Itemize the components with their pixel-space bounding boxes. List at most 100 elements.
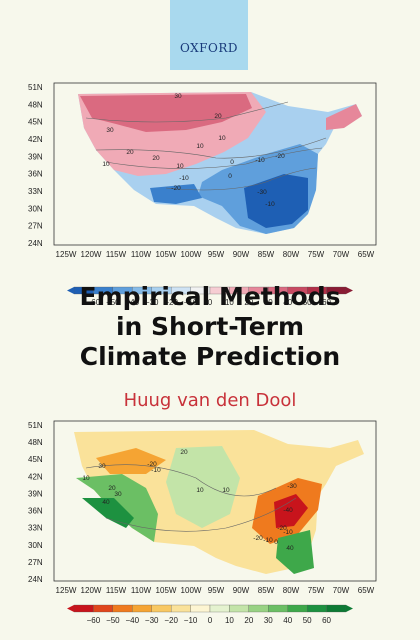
longitude-labels: 125W 120W 115W 110W 105W 100W 95W 90W 85W 80W 75W 7… xyxy=(56,250,375,259)
longitude-label: 75W xyxy=(308,586,325,595)
colorbar-tick-label: −20 xyxy=(164,616,178,625)
contour-label: 10 xyxy=(176,163,184,170)
contour-label: 10 xyxy=(82,475,90,482)
longitude-label: 90W xyxy=(233,250,250,259)
contour-label: 40 xyxy=(102,499,110,506)
latitude-label: 45N xyxy=(28,455,43,464)
colorbar-swatch xyxy=(93,604,114,613)
colorbar-tick-label: −20 xyxy=(164,298,178,307)
contour-label: -20 xyxy=(253,535,263,542)
latitude-label: 33N xyxy=(28,524,43,533)
florida-wet-region xyxy=(276,530,314,574)
colorbar-tick-label: 0 xyxy=(208,298,213,307)
colorbar-tick-label: −60 xyxy=(87,616,101,625)
colorbar-tick-label: −10 xyxy=(184,616,198,625)
strong-warm-anomaly-region xyxy=(80,94,252,132)
northeast-warm-region xyxy=(326,104,362,130)
west-strong-wet-region xyxy=(82,498,134,528)
colorbar-tick-label: 0 xyxy=(208,616,213,625)
longitude-label: 80W xyxy=(283,250,300,259)
latitude-label: 33N xyxy=(28,187,43,196)
colorbar-tick-label: 20 xyxy=(244,616,253,625)
contour-label: 30 xyxy=(106,127,114,134)
longitude-label: 125W xyxy=(56,586,77,595)
colorbar-tick-label: 50 xyxy=(303,298,312,307)
contour-label: 0 xyxy=(274,539,278,546)
colorbar-tick-label: 40 xyxy=(283,616,292,625)
latitude-label: 51N xyxy=(28,83,43,92)
latitude-labels: 51N 48N 45N 42N 39N 36N 33N 30N 27N 24N xyxy=(28,83,43,248)
contour-line xyxy=(105,147,323,169)
colorbar-tick-label: 60 xyxy=(322,616,331,625)
latitude-label: 48N xyxy=(28,100,43,109)
longitude-label: 110W xyxy=(131,250,152,259)
anomaly-field: 30 20 30 20 10 10 20 10 0 -10 -20 -10 -20 -30 -10 0 10 xyxy=(78,92,362,234)
colorbar-tick-label: 20 xyxy=(244,298,253,307)
contour-label: -20 xyxy=(275,153,285,160)
colorbar-swatch xyxy=(326,604,347,613)
top-colorbar: −60 −50 −40 −30 −20 −10 0 10 20 30 40 50 60 xyxy=(67,286,353,307)
contour-label: -10 xyxy=(283,529,293,536)
contour-label: 20 xyxy=(180,449,188,456)
contour-line xyxy=(85,464,277,497)
latitude-label: 39N xyxy=(28,489,43,498)
book-author: Huug van den Dool xyxy=(123,390,297,411)
colorbar-tick-label: 50 xyxy=(303,616,312,625)
longitude-label: 80W xyxy=(283,586,300,595)
plains-wet-region xyxy=(166,446,240,528)
contour-label: 30 xyxy=(98,463,106,470)
longitude-label: 100W xyxy=(181,586,202,595)
longitude-label: 105W xyxy=(156,586,177,595)
longitude-label: 120W xyxy=(81,586,102,595)
contour-line xyxy=(85,101,289,123)
northwest-dry-region xyxy=(96,448,166,474)
latitude-label: 30N xyxy=(28,204,43,213)
contour-label: -10 xyxy=(151,467,161,474)
latitude-label: 42N xyxy=(28,472,43,481)
book-title-line-3: Climate Prediction xyxy=(79,342,341,371)
contour-label: -20 xyxy=(171,185,181,192)
colorbar-tick-label: 30 xyxy=(264,616,273,625)
colorbar-left-arrow xyxy=(67,605,74,612)
latitude-label: 36N xyxy=(28,507,43,516)
colorbar-swatch xyxy=(287,604,308,613)
book-title-line-2: in Short-Term xyxy=(115,312,305,341)
contour-label: -40 xyxy=(283,507,293,514)
latitude-label: 48N xyxy=(28,438,43,447)
colorbar-tick-label: −50 xyxy=(106,298,120,307)
longitude-label: 65W xyxy=(358,250,375,259)
contour-label: 20 xyxy=(126,149,134,156)
colorbar-tick-label: −40 xyxy=(125,298,139,307)
latitude-label: 36N xyxy=(28,170,43,179)
publisher-banner: OXFORD xyxy=(170,0,248,70)
contour-label: -30 xyxy=(257,189,267,196)
contour-label: 10 xyxy=(196,487,204,494)
contour-line xyxy=(105,497,297,532)
contour-label: 10 xyxy=(102,161,110,168)
contour-label: 30 xyxy=(174,93,182,100)
latitude-label: 42N xyxy=(28,135,43,144)
colorbar-tick-label: 10 xyxy=(225,298,234,307)
colorbar-swatch xyxy=(112,604,133,613)
colorbar-swatch xyxy=(73,604,94,613)
longitude-label: 85W xyxy=(258,250,275,259)
bottom-anomaly-map: 51N 48N 45N 42N 39N 36N 33N 30N 27N 24N 125W 120W 1… xyxy=(26,418,398,632)
publisher-name: OXFORD xyxy=(180,41,238,55)
latitude-labels: 51N 48N 45N 42N 39N 36N 33N 30N 27N 24N xyxy=(28,421,43,584)
bottom-colorbar: −60 −50 −40 −30 −20 −10 0 10 20 30 40 50 60 xyxy=(67,604,353,625)
colorbar-swatch xyxy=(151,604,172,613)
longitude-label: 75W xyxy=(308,250,325,259)
book-title-line-1: Empirical Methods xyxy=(79,282,341,311)
longitude-label: 95W xyxy=(208,250,225,259)
longitude-label: 100W xyxy=(181,250,202,259)
strong-cool-anomaly-region xyxy=(244,174,308,228)
longitude-label: 120W xyxy=(81,250,102,259)
longitude-label: 105W xyxy=(156,250,177,259)
colorbar-tick-label: 40 xyxy=(283,298,292,307)
contour-label: 10 xyxy=(218,135,226,142)
contour-label: 40 xyxy=(286,545,294,552)
colorbar-swatch xyxy=(132,604,152,613)
contour-labels: 30 20 30 20 10 10 20 10 0 -10 -20 -10 -20 -30 -10 0 10 xyxy=(102,93,285,208)
